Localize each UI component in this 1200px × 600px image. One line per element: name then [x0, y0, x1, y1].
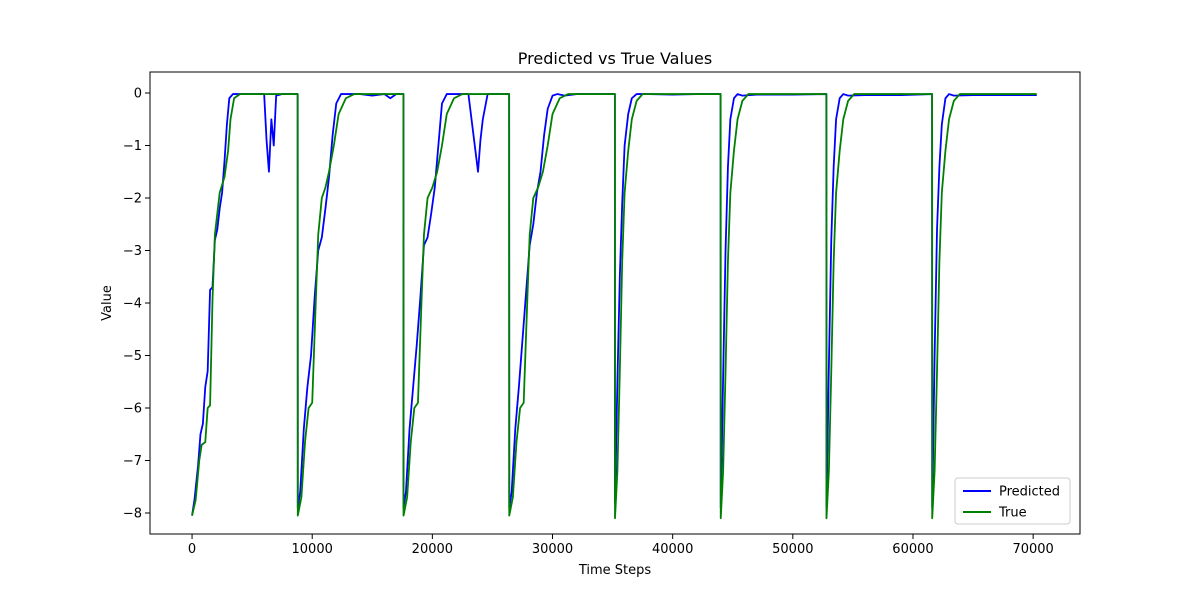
legend: Predicted True [954, 477, 1071, 525]
x-tick-label: 60000 [892, 542, 933, 557]
y-axis-label: Value [100, 285, 115, 321]
x-axis-label: Time Steps [578, 563, 652, 578]
y-tick-label: −4 [123, 297, 142, 312]
series-line-true [191, 93, 1037, 520]
y-tick-label: −6 [123, 402, 142, 417]
y-tick-label: −3 [123, 244, 142, 259]
x-tick-label: 10000 [292, 542, 333, 557]
x-axis-ticks: 0 10000 20000 30000 40000 50000 60000 70000 [188, 534, 1054, 557]
x-tick-label: 40000 [652, 542, 693, 557]
y-tick-label: −7 [123, 454, 142, 469]
plot-series [191, 93, 1037, 520]
x-tick-label: 70000 [1012, 542, 1053, 557]
y-tick-label: −1 [123, 139, 142, 154]
x-tick-label: 20000 [412, 542, 453, 557]
legend-label-predicted: Predicted [999, 485, 1060, 500]
legend-label-true: True [998, 506, 1027, 521]
y-tick-label: 0 [134, 87, 142, 102]
y-tick-label: −5 [123, 349, 142, 364]
x-tick-label: 50000 [772, 542, 813, 557]
y-axis-ticks: 0 −1 −2 −3 −4 −5 −6 −7 −8 [123, 87, 150, 522]
x-tick-label: 0 [188, 542, 196, 557]
x-tick-label: 30000 [532, 542, 573, 557]
y-tick-label: −2 [123, 192, 142, 207]
chart-title: Predicted vs True Values [518, 49, 712, 68]
y-tick-label: −8 [123, 507, 142, 522]
